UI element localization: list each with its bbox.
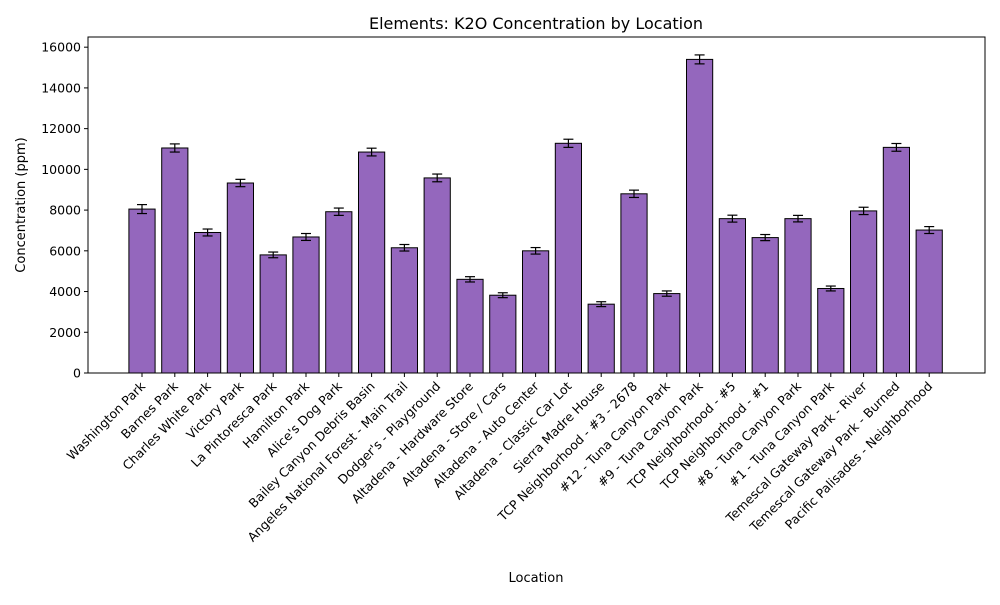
bar <box>226 182 255 374</box>
bar <box>390 247 418 374</box>
bar <box>358 151 386 374</box>
error-bars-layer <box>137 54 935 308</box>
bar <box>751 237 779 374</box>
bar <box>292 236 320 374</box>
error-bar <box>760 233 771 242</box>
y-tick-label: 12000 <box>41 121 81 136</box>
bar <box>620 193 648 374</box>
bar <box>817 287 845 374</box>
y-tick-label: 4000 <box>49 284 81 299</box>
error-bar <box>268 251 279 259</box>
error-bar <box>432 173 443 183</box>
error-bar <box>530 246 541 255</box>
bar <box>915 229 943 374</box>
y-tick-label: 16000 <box>41 40 81 55</box>
y-tick-label: 14000 <box>41 80 81 95</box>
y-tick-label: 6000 <box>49 243 81 258</box>
error-bar <box>858 206 869 216</box>
error-bar <box>497 292 508 299</box>
bar <box>653 293 681 374</box>
error-bar <box>366 147 377 157</box>
bar <box>554 142 582 374</box>
error-bar <box>596 301 607 308</box>
error-bar <box>629 189 639 199</box>
y-axis: 0 2000 4000 6000 8000 10000 12000 14000 16000 <box>41 40 88 381</box>
bar <box>587 303 615 374</box>
error-bar <box>563 138 574 148</box>
error-bar <box>694 54 705 65</box>
bar <box>522 250 550 374</box>
error-bar <box>924 225 935 235</box>
bar <box>882 146 910 374</box>
y-axis-title: Concentration (ppm) <box>14 137 29 272</box>
y-tick-label: 0 <box>73 366 81 381</box>
bar <box>718 218 746 374</box>
y-tick-label: 2000 <box>49 325 81 340</box>
bar <box>325 211 353 374</box>
bar <box>423 177 451 374</box>
error-bar <box>301 232 311 242</box>
error-bar <box>235 178 246 188</box>
chart-title: Elements: K2O Concentration by Location <box>369 14 703 33</box>
error-bar <box>399 243 410 252</box>
error-bar <box>465 276 475 283</box>
bar <box>194 231 222 374</box>
bar <box>850 210 878 374</box>
error-bar <box>727 214 738 223</box>
x-axis-title: Location <box>509 571 564 586</box>
bar <box>259 254 287 374</box>
y-tick-label: 8000 <box>49 203 81 218</box>
bar <box>686 58 714 374</box>
y-tick-label: 10000 <box>41 162 81 177</box>
error-bar <box>891 142 902 152</box>
bar <box>128 208 156 374</box>
bar <box>489 294 517 374</box>
bar <box>456 278 484 374</box>
plot-frame <box>87 36 986 374</box>
error-bar <box>169 143 180 153</box>
error-bar <box>793 214 803 223</box>
bar <box>161 147 189 374</box>
bar <box>784 218 812 374</box>
error-bar <box>202 228 213 237</box>
bars-layer <box>128 58 943 374</box>
error-bar <box>137 203 147 215</box>
error-bar <box>661 290 672 297</box>
error-bar <box>333 207 344 216</box>
error-bar <box>825 285 836 292</box>
